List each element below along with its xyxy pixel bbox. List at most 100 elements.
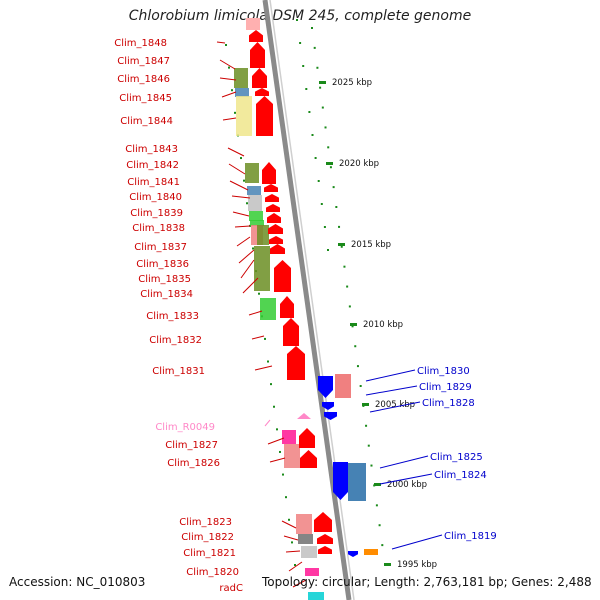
gene-arrow-minus: [287, 346, 305, 380]
gene-label[interactable]: Clim_1830: [417, 366, 470, 377]
outer-dotted-guide: [343, 265, 346, 268]
label-leader-line: [379, 473, 433, 485]
gene-label[interactable]: Clim_1836: [136, 259, 189, 270]
gene-label[interactable]: Clim_1826: [167, 458, 220, 469]
backbone-line: [262, 0, 352, 600]
gene-label[interactable]: Clim_1829: [419, 382, 472, 393]
gene-arrow-minus: [256, 96, 273, 136]
gene-label[interactable]: Clim_1843: [125, 144, 178, 155]
gene-label[interactable]: Clim_1835: [138, 274, 191, 285]
gene-arrow-minus: [250, 42, 265, 68]
gene-label[interactable]: Clim_1839: [130, 208, 183, 219]
gene-label[interactable]: Clim_1828: [422, 398, 475, 409]
gene-label[interactable]: Clim_R0049: [155, 422, 215, 433]
gene-label[interactable]: Clim_1831: [152, 366, 205, 377]
gene-arrow-minus: [274, 260, 291, 292]
gene-label[interactable]: Clim_1827: [165, 440, 218, 451]
gene-label[interactable]: Clim_1842: [126, 160, 179, 171]
outer-dotted-guide: [321, 106, 324, 109]
left-dotted-guide: [234, 111, 236, 114]
left-dotted-guide: [267, 360, 269, 363]
label-leader-line: [365, 385, 418, 396]
label-leader-line: [269, 457, 286, 463]
gene-label[interactable]: Clim_1822: [181, 532, 234, 543]
outer-dotted-guide: [370, 464, 373, 467]
gene-label[interactable]: Clim_1825: [430, 452, 483, 463]
gene-label[interactable]: Clim_1840: [129, 192, 182, 203]
gene-label[interactable]: Clim_1832: [149, 335, 202, 346]
label-leader-line: [365, 369, 416, 382]
gene-label[interactable]: Clim_1846: [117, 74, 170, 85]
label-leader-line: [232, 211, 250, 217]
cog-block: [305, 568, 319, 576]
left-dotted-guide: [264, 337, 266, 340]
gene-label[interactable]: Clim_1821: [183, 548, 236, 559]
gene-arrow-plus: [348, 551, 358, 557]
left-dotted-guide: [246, 202, 248, 205]
gene-arrow-minus: [300, 450, 317, 468]
label-leader-line: [251, 335, 265, 340]
gene-arrow-minus: [318, 546, 332, 554]
gene-label[interactable]: Clim_1824: [434, 470, 487, 481]
gene-arrow-minus: [246, 18, 260, 30]
inner-dotted-guide: [317, 180, 320, 182]
gene-label[interactable]: Clim_1837: [134, 242, 187, 253]
cog-block: [245, 163, 259, 183]
cog-color-blocks: [234, 68, 378, 600]
inner-dotted-guide: [311, 134, 314, 136]
left-dotted-guide: [258, 292, 260, 295]
gene-label[interactable]: Clim_1848: [114, 38, 167, 49]
gene-arrow-minus: [283, 318, 299, 346]
inner-dotted-guide: [320, 203, 323, 205]
outer-dotted-guide: [346, 285, 349, 288]
label-leader-line: [264, 419, 271, 427]
genome-backbone: [262, 0, 355, 600]
scale-label: 2020 kbp: [339, 159, 379, 169]
left-dotted-guide: [240, 157, 242, 160]
label-leader-line: [283, 535, 299, 541]
inner-dotted-guide: [296, 19, 298, 21]
left-dotted-guide: [279, 450, 281, 453]
gene-labels[interactable]: Clim_1848 Clim_1847 Clim_1846 Clim_1845 Clim…: [114, 38, 496, 594]
left-dotted-guide: [288, 518, 290, 521]
scale-tick: [362, 403, 369, 406]
outer-dotted-guide: [313, 46, 316, 49]
cog-block: [298, 534, 313, 544]
outer-dotted-guide: [335, 206, 338, 208]
gene-label[interactable]: Clim_1847: [117, 56, 170, 67]
gene-arrow-minus: [249, 30, 263, 42]
gene-label[interactable]: Clim_1834: [140, 289, 193, 300]
gene-label[interactable]: Clim_1823: [179, 517, 232, 528]
gene-arrow-minus: [255, 88, 269, 96]
label-leader-line: [227, 147, 245, 157]
scale-tick: [384, 563, 391, 566]
inner-dotted-guide: [299, 42, 302, 44]
cog-block: [234, 68, 248, 88]
outer-dotted-guide: [351, 325, 354, 328]
gene-label[interactable]: Clim_1838: [132, 223, 185, 234]
label-leader-line: [234, 225, 251, 228]
inner-dotted-guide: [305, 88, 308, 90]
gene-arrow-plus: [333, 462, 348, 500]
gene-arrow-minus: [270, 244, 285, 254]
gene-label[interactable]: Clim_1833: [146, 311, 199, 322]
cog-block: [247, 186, 261, 195]
outer-dotted-guide: [354, 345, 357, 348]
gene-label[interactable]: Clim_1841: [127, 177, 180, 188]
gene-label[interactable]: Clim_1820: [186, 567, 239, 578]
gene-label[interactable]: Clim_1819: [444, 531, 497, 542]
label-leader-line: [391, 534, 443, 550]
outer-dotted-guide: [365, 424, 368, 427]
outer-dotted-guide: [316, 66, 319, 69]
gene-features: [246, 18, 358, 557]
gene-arrow-minus: [299, 428, 315, 448]
outer-dotted-guide: [332, 186, 335, 189]
gene-label[interactable]: Clim_1844: [120, 116, 173, 127]
gene-label[interactable]: Clim_1845: [119, 93, 172, 104]
left-dotted-guide: [231, 89, 233, 92]
label-leader-line: [236, 236, 251, 247]
cog-block: [284, 444, 300, 468]
gene-label[interactable]: radC: [219, 583, 243, 594]
scale-label: 2000 kbp: [387, 480, 427, 490]
